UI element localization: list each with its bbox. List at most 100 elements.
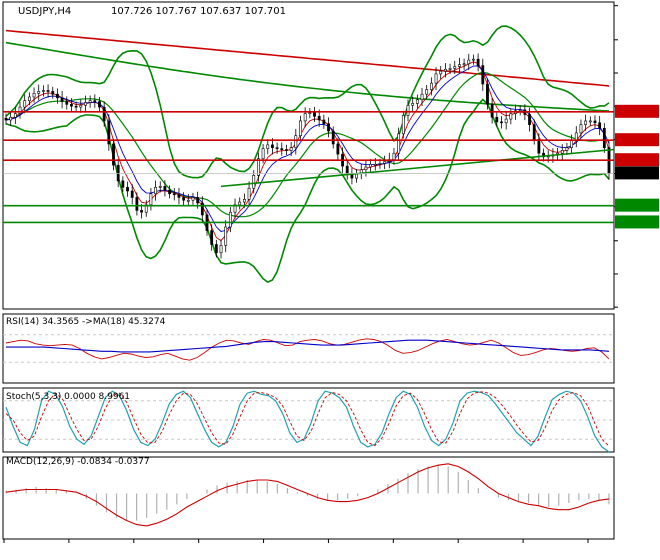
candle-body — [51, 91, 55, 95]
candle-body — [560, 150, 564, 154]
candle-body — [98, 101, 101, 108]
candle-body — [196, 197, 200, 204]
candle-body — [200, 202, 204, 216]
candle-body — [406, 104, 410, 116]
price-panel — [2, 1, 659, 310]
candle-body — [462, 63, 466, 66]
candle-body — [593, 120, 597, 124]
candle-body — [121, 180, 125, 188]
candle-body — [322, 119, 326, 124]
candle-body — [588, 120, 592, 123]
candle-body — [144, 204, 148, 213]
macd-label: MACD(12,26,9) -0.0834 -0.0377 — [6, 457, 150, 467]
candle-body — [88, 100, 92, 103]
candle-body — [313, 112, 316, 117]
candle-body — [584, 120, 588, 125]
macd-signal-line — [5, 463, 610, 527]
candle-body — [37, 91, 41, 94]
candle-body — [41, 90, 45, 92]
candle-body — [177, 194, 181, 198]
candle-body — [299, 120, 302, 136]
symbol-label: USDJPY,H4 — [18, 6, 71, 17]
candle-body — [327, 123, 330, 132]
candle-body — [429, 82, 433, 90]
candle-body — [172, 193, 176, 196]
candle-body — [364, 166, 368, 171]
candle-body — [18, 106, 22, 114]
candle-body — [434, 73, 438, 84]
candle-body — [102, 106, 106, 122]
candle-body — [289, 147, 293, 151]
macd-panel — [2, 456, 615, 540]
candle-body — [247, 187, 251, 200]
bollinger-lower-band — [5, 98, 610, 284]
candle-body — [186, 199, 190, 202]
macd-panel-frame — [2, 456, 615, 540]
candle-body — [135, 197, 139, 211]
candle-body — [490, 104, 494, 118]
candle-body — [4, 117, 8, 121]
candle-body — [443, 69, 447, 72]
candle-body — [27, 96, 31, 101]
candle-body — [331, 130, 335, 145]
candle-body — [191, 197, 195, 201]
candle-body — [467, 59, 471, 65]
candle-body — [602, 128, 606, 148]
last-price-box — [615, 166, 659, 180]
candle-body — [598, 122, 602, 129]
candle-body — [574, 132, 578, 141]
level-label-box — [615, 198, 659, 212]
rsi-ma-line — [6, 339, 610, 353]
candle-body — [518, 109, 522, 112]
candle-body — [458, 64, 461, 67]
bollinger-upper-band — [5, 25, 610, 179]
candle-body — [504, 118, 508, 124]
rsi-panel — [2, 313, 615, 384]
candle-body — [378, 163, 382, 165]
candle-body — [228, 211, 232, 228]
candle-body — [46, 90, 50, 92]
price-panel-frame — [2, 1, 615, 310]
trendline-green — [220, 148, 615, 188]
candle-body — [476, 58, 480, 66]
candle-body — [528, 114, 531, 125]
candle-body — [411, 103, 415, 106]
candle-body — [261, 148, 265, 160]
candle-body — [257, 158, 260, 176]
candle-body — [84, 102, 87, 106]
candle-body — [56, 93, 59, 99]
candle-body — [238, 201, 242, 206]
level-label-box — [615, 215, 659, 229]
candle-body — [13, 113, 17, 118]
level-label-box — [615, 133, 659, 147]
candle-body — [112, 143, 115, 166]
bollinger-middle-band — [5, 71, 610, 218]
candle-body — [415, 99, 419, 104]
candle-body — [233, 204, 237, 213]
candle-body — [140, 210, 143, 213]
level-label-box — [615, 104, 659, 118]
candle-body — [107, 120, 111, 145]
candle-body — [70, 104, 73, 107]
candle-body — [149, 193, 153, 206]
candle-body — [242, 198, 246, 203]
candle-body — [453, 66, 457, 69]
candle-body — [285, 149, 288, 151]
candle-body — [9, 116, 13, 121]
candle-body — [509, 113, 513, 120]
candle-body — [60, 97, 64, 102]
candle-body — [500, 121, 503, 124]
candle-body — [486, 83, 489, 105]
ohlc-values: 107.726 107.767 107.637 107.701 — [111, 6, 286, 17]
candle-body — [126, 187, 129, 192]
candle-body — [210, 230, 214, 245]
candle-body — [74, 105, 78, 108]
candle-body — [163, 186, 167, 191]
candle-body — [79, 104, 83, 108]
candle-body — [158, 186, 162, 188]
candle-body — [369, 163, 373, 168]
candle-body — [65, 101, 69, 105]
candle-body — [373, 163, 377, 166]
